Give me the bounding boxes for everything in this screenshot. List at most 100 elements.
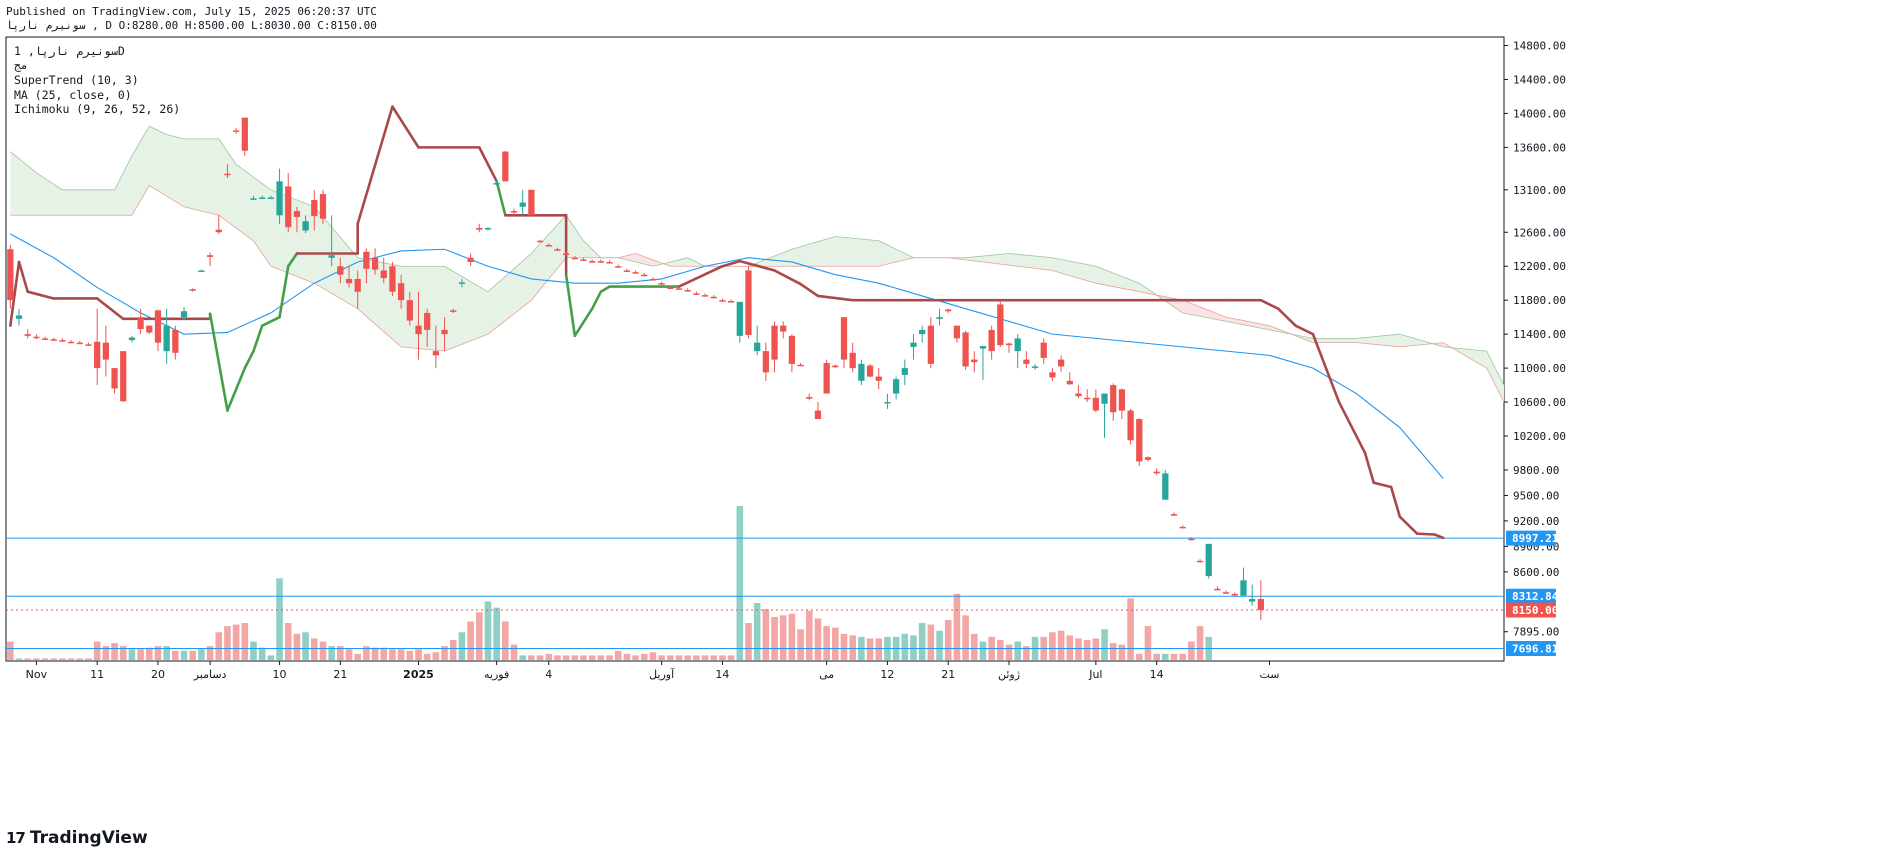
cloud-segment (1417, 339, 1426, 346)
volume-bar (389, 649, 396, 660)
candle-body (337, 266, 344, 275)
candle-body (1005, 343, 1013, 346)
volume-bar (76, 658, 84, 660)
supertrend-segment (477, 146, 498, 183)
volume-bar (953, 593, 961, 660)
candle-body (519, 202, 526, 207)
legend-symbol[interactable]: سونیرم نارپا, 1D (14, 44, 125, 58)
horizontal-lines (6, 537, 1504, 650)
price-tick-label: 12200.00 (1513, 260, 1566, 273)
cloud-segment (1399, 334, 1409, 347)
candle-body (85, 344, 92, 346)
volume-bar (380, 647, 388, 660)
candle-body (102, 342, 109, 360)
legend-ichimoku[interactable]: Ichimoku (9, 26, 52, 26) (14, 102, 181, 116)
candle-body (780, 325, 787, 332)
cloud-segment (826, 236, 836, 267)
volume-bar (675, 655, 683, 660)
price-tick-label: 14400.00 (1513, 73, 1566, 86)
cloud-segment (496, 276, 506, 328)
cloud-segment (1356, 337, 1366, 344)
time-axis: Nov 11 20 دسامبر 10 21 2025 فوریه 4 آوریل 14 می 12 21… (26, 661, 1280, 681)
volume-bar (119, 646, 127, 660)
volume-bar (667, 655, 674, 660)
candle-body (1075, 393, 1082, 397)
volume-bar (1057, 630, 1065, 660)
candle-body (693, 293, 700, 295)
volume-bar (154, 646, 162, 660)
candle-body (719, 300, 726, 302)
time-tick-label: 21 (333, 668, 347, 681)
volume-bar (41, 658, 49, 660)
supertrend-segment (1337, 400, 1367, 455)
supertrend-segment (226, 366, 247, 412)
candle-body (441, 329, 448, 335)
volume-bar (7, 641, 14, 660)
volume-bar (580, 655, 587, 660)
candle-body (875, 376, 882, 381)
volume-bar (484, 601, 492, 660)
candle-body (1144, 457, 1152, 460)
supertrend-segment (95, 297, 125, 321)
candle-body (406, 300, 413, 321)
cloud-segment (244, 170, 254, 241)
volume-bar (449, 639, 457, 660)
candle-body (962, 332, 969, 367)
volume-bar (432, 652, 440, 660)
candle-body (389, 266, 396, 292)
candle-body (832, 365, 839, 368)
cloud-segment (791, 246, 801, 267)
supertrend-segment (1259, 298, 1280, 310)
cloud-segment (1330, 338, 1340, 343)
cloud-segment (1391, 334, 1400, 347)
volume-bar (85, 658, 92, 660)
legend-ma[interactable]: MA (25, close, 0) (14, 88, 132, 102)
candle-body (424, 312, 431, 330)
price-tick-label: 11000.00 (1513, 362, 1566, 375)
supertrend-segment (1389, 485, 1402, 518)
volume-bar (276, 578, 283, 660)
cloud-segment (583, 240, 593, 258)
tradingview-brand[interactable]: 17 TradingView (6, 828, 148, 848)
candle-body (667, 287, 674, 289)
candle-body (68, 341, 75, 344)
cloud-segment (71, 189, 80, 216)
supertrend-segment (286, 252, 299, 268)
time-tick-label: 20 (151, 668, 165, 681)
candle-body (1162, 473, 1169, 500)
candle-body (293, 211, 301, 217)
volume-bar (788, 613, 796, 660)
cloud-segment (453, 271, 462, 348)
cloud-segment (861, 239, 871, 267)
volume-bar (936, 630, 943, 660)
candle-body (180, 311, 188, 318)
supertrend-segment (1311, 332, 1341, 404)
supertrend-segment (573, 307, 594, 338)
cloud-segment (817, 239, 827, 267)
candle-body (450, 310, 457, 312)
cloud-segment (1434, 342, 1444, 347)
price-tick-label: 11800.00 (1513, 294, 1566, 307)
candle-body (354, 278, 361, 292)
volume-bar (753, 603, 761, 660)
cloud-segment (974, 256, 983, 262)
supertrend-segment (260, 315, 281, 327)
cloud-segment (88, 189, 98, 216)
supertrend-segment (495, 180, 507, 217)
time-tick-label: 11 (90, 668, 104, 681)
candle-body (641, 274, 648, 277)
cloud-segment (1009, 253, 1018, 267)
legend-supertrend[interactable]: SuperTrend (10, 3) (14, 73, 139, 87)
cloud-segment (366, 259, 376, 324)
volume-bar (172, 650, 179, 660)
volume-bar (180, 650, 188, 660)
cloud-segment (314, 206, 323, 289)
candle-body (267, 197, 274, 199)
candle-body (233, 130, 240, 132)
candle-body (580, 259, 587, 261)
volume-bar (1118, 644, 1126, 660)
candles (7, 117, 1264, 621)
span-a-line (10, 125, 1505, 386)
supertrend-segment (26, 290, 56, 300)
